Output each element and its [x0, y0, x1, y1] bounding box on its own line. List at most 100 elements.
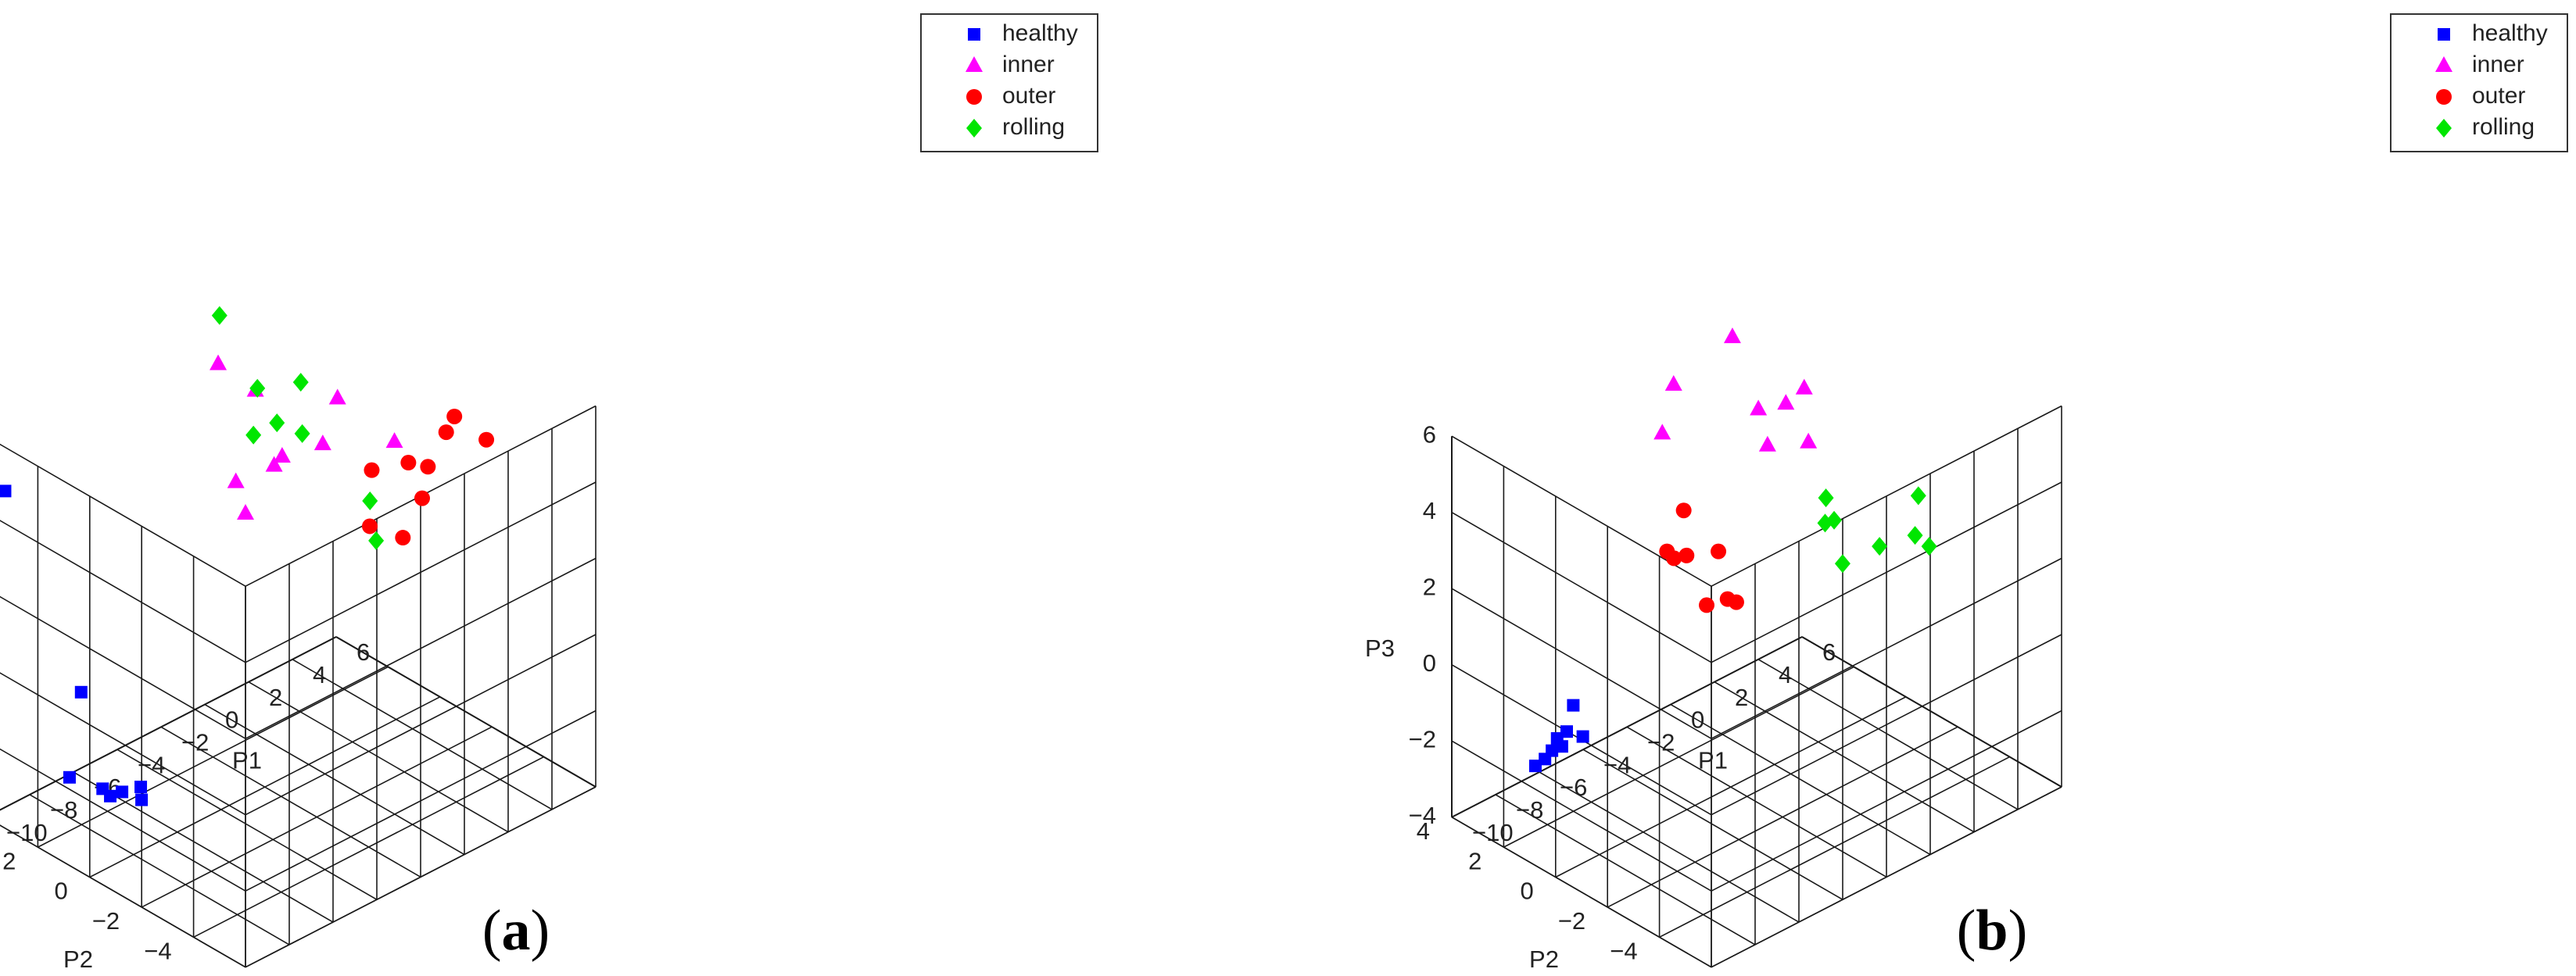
data-point-outer: [400, 455, 417, 471]
legend-label-rolling: rolling: [2472, 114, 2535, 140]
data-point-inner: [265, 456, 283, 472]
x-axis-label: P1: [1698, 747, 1728, 774]
data-point-rolling: [269, 413, 285, 433]
x-tick-label: 2: [1735, 684, 1748, 711]
x-tick-label: 2: [269, 684, 282, 711]
z-axis-label: P3: [1365, 635, 1395, 662]
data-point-outer: [478, 431, 495, 448]
x-tick-label: −2: [1647, 729, 1675, 756]
y-tick-label: 2: [2, 847, 16, 874]
data-point-inner: [1750, 399, 1768, 416]
panel-b: −4 −2 0 2 4 6 −6 −4 −2 0 2 4 −10−8 −6 −4 −2 0 2 4 6 P3 P2 P1 he…: [1365, 13, 2568, 976]
data-point-healthy: [104, 789, 117, 803]
data-point-outer: [1666, 550, 1682, 567]
z-tick-label: 2: [1423, 573, 1436, 600]
data-point-inner: [1664, 375, 1682, 391]
data-point-inner: [1777, 394, 1795, 410]
y-tick-label: 4: [1417, 817, 1430, 845]
data-point-outer: [362, 518, 378, 534]
data-point-rolling: [1910, 486, 1926, 506]
z-tick-label: −2: [1409, 725, 1436, 753]
grid-line-back-z: [0, 748, 246, 892]
grid-line-floor-y: [0, 636, 337, 811]
panel-a: −4−20246−6−4−2024−10−8−6−4−20246P3P2P1he…: [0, 13, 1098, 976]
grid-lines: [0, 405, 597, 968]
data-point-healthy: [1560, 725, 1573, 738]
data-point-outer: [1679, 547, 1695, 563]
y-tick-label: −2: [1558, 907, 1585, 935]
panel-label: (a): [482, 899, 550, 963]
grid-line-floor-x: [248, 681, 509, 833]
grid-line-floor-x: [1495, 794, 1756, 946]
y-axis-label: P2: [1529, 946, 1559, 972]
x-axis-line: [335, 636, 597, 788]
legend-marker-healthy: [2438, 28, 2450, 41]
grid-line-floor-x: [1670, 703, 1931, 856]
grid-line-floor-x: [29, 794, 290, 946]
legend-marker-healthy: [968, 28, 980, 41]
grid-line-floor-x: [292, 659, 553, 810]
x-axis-label: P1: [232, 747, 262, 774]
x-tick-label: 0: [225, 706, 238, 734]
legend-label-outer: outer: [2472, 83, 2525, 109]
data-point-rolling: [1907, 526, 1923, 545]
data-point-healthy: [1576, 730, 1589, 743]
grid-line-floor-x: [0, 824, 246, 968]
y-tick-label: 2: [1468, 847, 1481, 874]
data-point-outer: [364, 462, 380, 478]
x-tick-label: −2: [181, 729, 209, 756]
data-point-rolling: [245, 425, 262, 445]
data-point-inner: [273, 447, 291, 463]
grid-line-floor-x: [1626, 726, 1887, 878]
legend-box: [2390, 13, 2568, 152]
y-axis-label: P2: [63, 946, 93, 972]
legend-label-healthy: healthy: [2472, 20, 2548, 46]
x-tick-label: −8: [50, 796, 77, 824]
data-point-rolling: [294, 424, 310, 443]
data-point-rolling: [1817, 513, 1833, 533]
grid-line-floor-x: [160, 726, 421, 878]
grid-line-floor-x: [1451, 817, 1712, 968]
data-point-healthy: [1550, 731, 1564, 745]
grid-line-back-z: [1451, 588, 1712, 739]
legend-marker-inner: [966, 56, 983, 72]
data-point-inner: [237, 504, 254, 520]
data-point-rolling: [1872, 537, 1888, 556]
y-tick-label: −2: [92, 907, 120, 935]
data-points: [0, 306, 495, 806]
data-point-outer: [414, 490, 430, 506]
legend-label-healthy: healthy: [1002, 20, 1078, 46]
grid-lines: [1451, 405, 2062, 968]
x-tick-label: −6: [1560, 774, 1587, 801]
data-point-inner: [227, 472, 245, 488]
x-tick-label: −8: [1516, 796, 1543, 824]
data-point-outer: [1699, 597, 1714, 613]
data-point-inner: [328, 388, 346, 405]
y-tick-label: 0: [1521, 878, 1534, 905]
grid-line-floor-x: [1714, 681, 1975, 833]
data-point-healthy: [74, 685, 88, 699]
grid-line-back-z: [0, 595, 246, 739]
data-point-rolling: [1818, 488, 1834, 508]
data-point-healthy: [135, 793, 149, 806]
data-point-outer: [395, 530, 411, 546]
x-tick-label: 4: [313, 661, 326, 688]
data-point-rolling: [368, 531, 385, 550]
data-point-rolling: [292, 373, 309, 392]
data-point-inner: [385, 432, 403, 449]
data-point-healthy: [0, 484, 12, 498]
data-point-rolling: [211, 306, 228, 325]
data-point-healthy: [1528, 760, 1542, 773]
data-point-inner: [1800, 432, 1818, 449]
x-tick-label: 6: [356, 638, 370, 666]
data-point-rolling: [362, 492, 378, 511]
data-point-outer: [1728, 594, 1744, 610]
grid-line-floor-x: [116, 749, 378, 900]
z-tick-label: −4: [1409, 802, 1436, 829]
y-axis-line: [0, 636, 337, 811]
legend-marker-outer: [2436, 89, 2452, 105]
grid-line-floor-x: [1582, 749, 1843, 900]
data-point-inner: [210, 354, 228, 370]
y-tick-label: 0: [55, 878, 68, 905]
grid-line-floor-x: [1539, 771, 1800, 923]
